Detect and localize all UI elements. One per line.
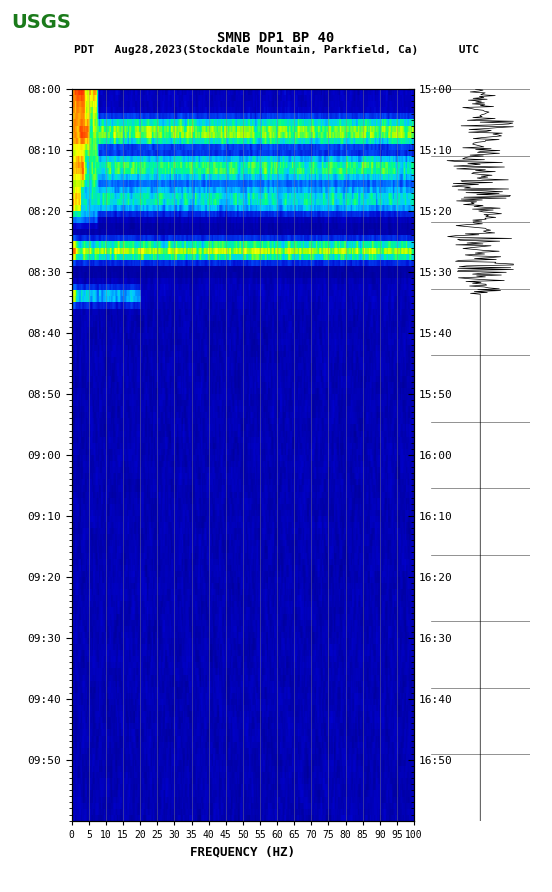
Text: USGS: USGS — [11, 13, 71, 32]
Text: PDT   Aug28,2023(Stockdale Mountain, Parkfield, Ca)      UTC: PDT Aug28,2023(Stockdale Mountain, Parkf… — [73, 45, 479, 54]
X-axis label: FREQUENCY (HZ): FREQUENCY (HZ) — [190, 846, 295, 858]
Text: SMNB DP1 BP 40: SMNB DP1 BP 40 — [217, 31, 335, 45]
